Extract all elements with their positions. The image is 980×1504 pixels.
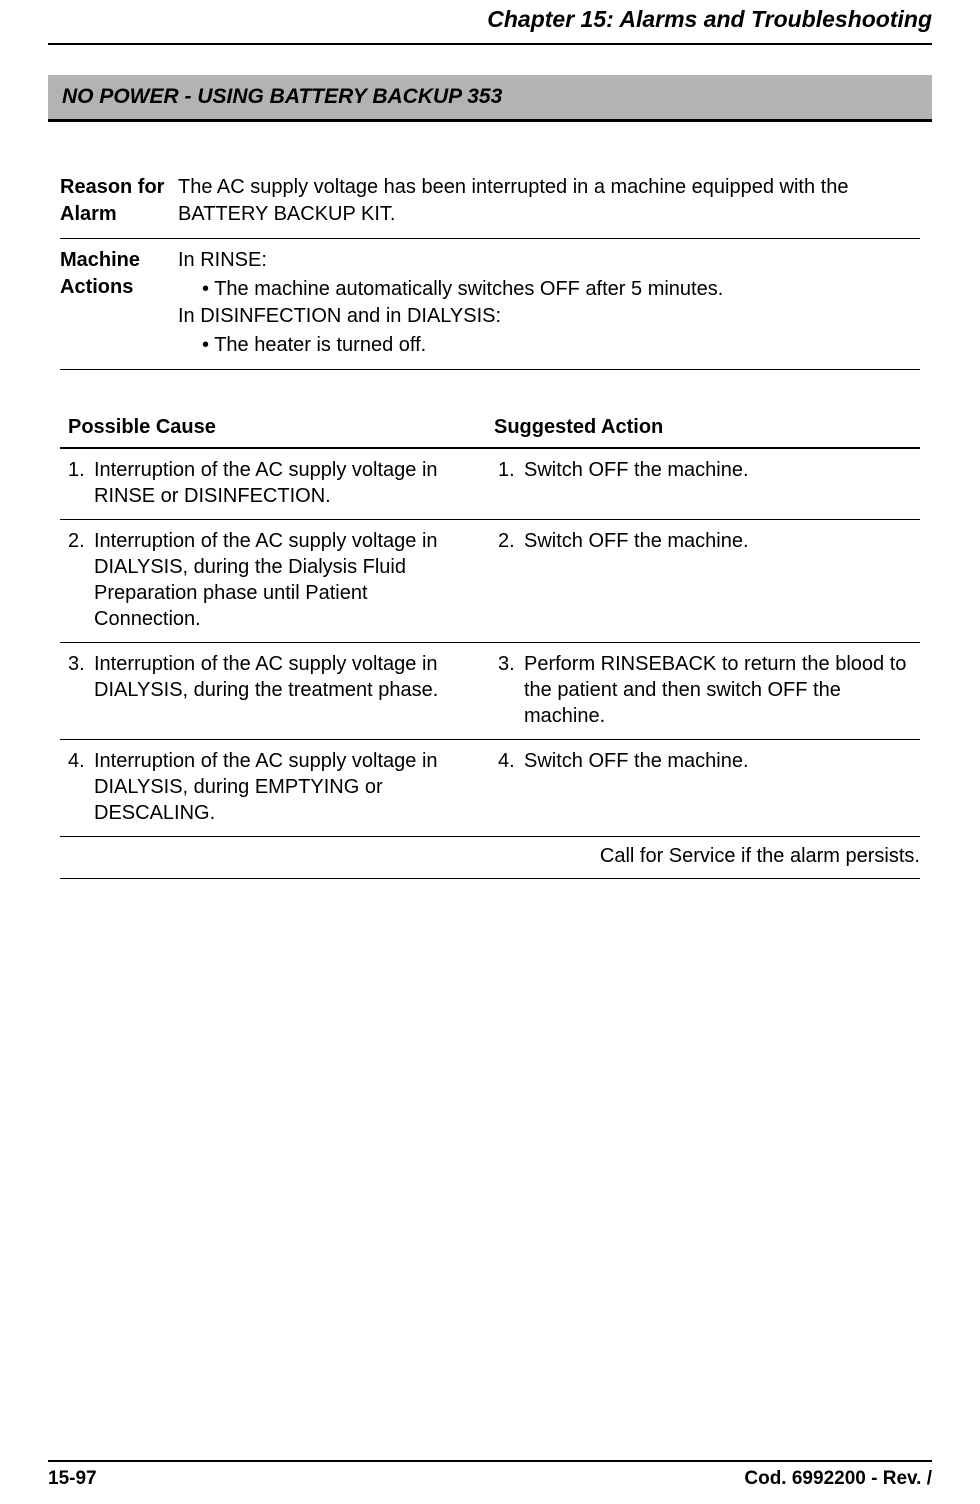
info-text: In DISINFECTION and in DIALYSIS: — [178, 303, 920, 330]
cause-text: Interruption of the AC supply voltage in… — [94, 748, 478, 826]
table-row: 3.Interruption of the AC supply voltage … — [60, 643, 920, 740]
cause-table-header: Possible Cause Suggested Action — [60, 416, 920, 449]
info-bullet: • The machine automatically switches OFF… — [178, 276, 920, 303]
action-text: Perform RINSEBACK to return the blood to… — [524, 651, 908, 729]
info-bullet: • The heater is turned off. — [178, 332, 920, 359]
page-footer: 15-97 Cod. 6992200 - Rev. / — [48, 1460, 932, 1490]
cause-num: 4. — [68, 748, 94, 826]
cause-text: Interruption of the AC supply voltage in… — [94, 651, 478, 703]
cause-num: 3. — [68, 651, 94, 703]
info-text: In RINSE: — [178, 247, 920, 274]
info-row-actions: Machine Actions In RINSE: • The machine … — [60, 239, 920, 370]
info-label: Machine Actions — [60, 247, 178, 359]
info-text: The AC supply voltage has been interrupt… — [178, 174, 920, 228]
header-possible-cause: Possible Cause — [68, 416, 494, 439]
action-text: Switch OFF the machine. — [524, 457, 908, 483]
info-label: Reason for Alarm — [60, 174, 178, 228]
document-code: Cod. 6992200 - Rev. / — [744, 1468, 932, 1490]
cause-num: 1. — [68, 457, 94, 509]
action-text: Switch OFF the machine. — [524, 528, 908, 554]
info-content: The AC supply voltage has been interrupt… — [178, 174, 920, 228]
section-title-bar: NO POWER - USING BATTERY BACKUP 353 — [48, 75, 932, 122]
info-content: In RINSE: • The machine automatically sw… — [178, 247, 920, 359]
table-row: 1.Interruption of the AC supply voltage … — [60, 449, 920, 520]
cause-text: Interruption of the AC supply voltage in… — [94, 528, 478, 632]
action-num: 2. — [498, 528, 524, 554]
page-number: 15-97 — [48, 1468, 97, 1490]
action-num: 3. — [498, 651, 524, 729]
table-row: 4.Interruption of the AC supply voltage … — [60, 740, 920, 837]
table-footer-note: Call for Service if the alarm persists. — [60, 837, 920, 879]
chapter-title: Chapter 15: Alarms and Troubleshooting — [48, 0, 932, 43]
cause-num: 2. — [68, 528, 94, 632]
cause-text: Interruption of the AC supply voltage in… — [94, 457, 478, 509]
info-row-reason: Reason for Alarm The AC supply voltage h… — [60, 166, 920, 239]
table-row: 2.Interruption of the AC supply voltage … — [60, 520, 920, 643]
action-text: Switch OFF the machine. — [524, 748, 908, 774]
action-num: 4. — [498, 748, 524, 774]
header-divider — [48, 43, 932, 45]
action-num: 1. — [498, 457, 524, 483]
alarm-info-table: Reason for Alarm The AC supply voltage h… — [60, 166, 920, 370]
header-suggested-action: Suggested Action — [494, 416, 920, 439]
cause-action-table: Possible Cause Suggested Action 1.Interr… — [60, 416, 920, 879]
